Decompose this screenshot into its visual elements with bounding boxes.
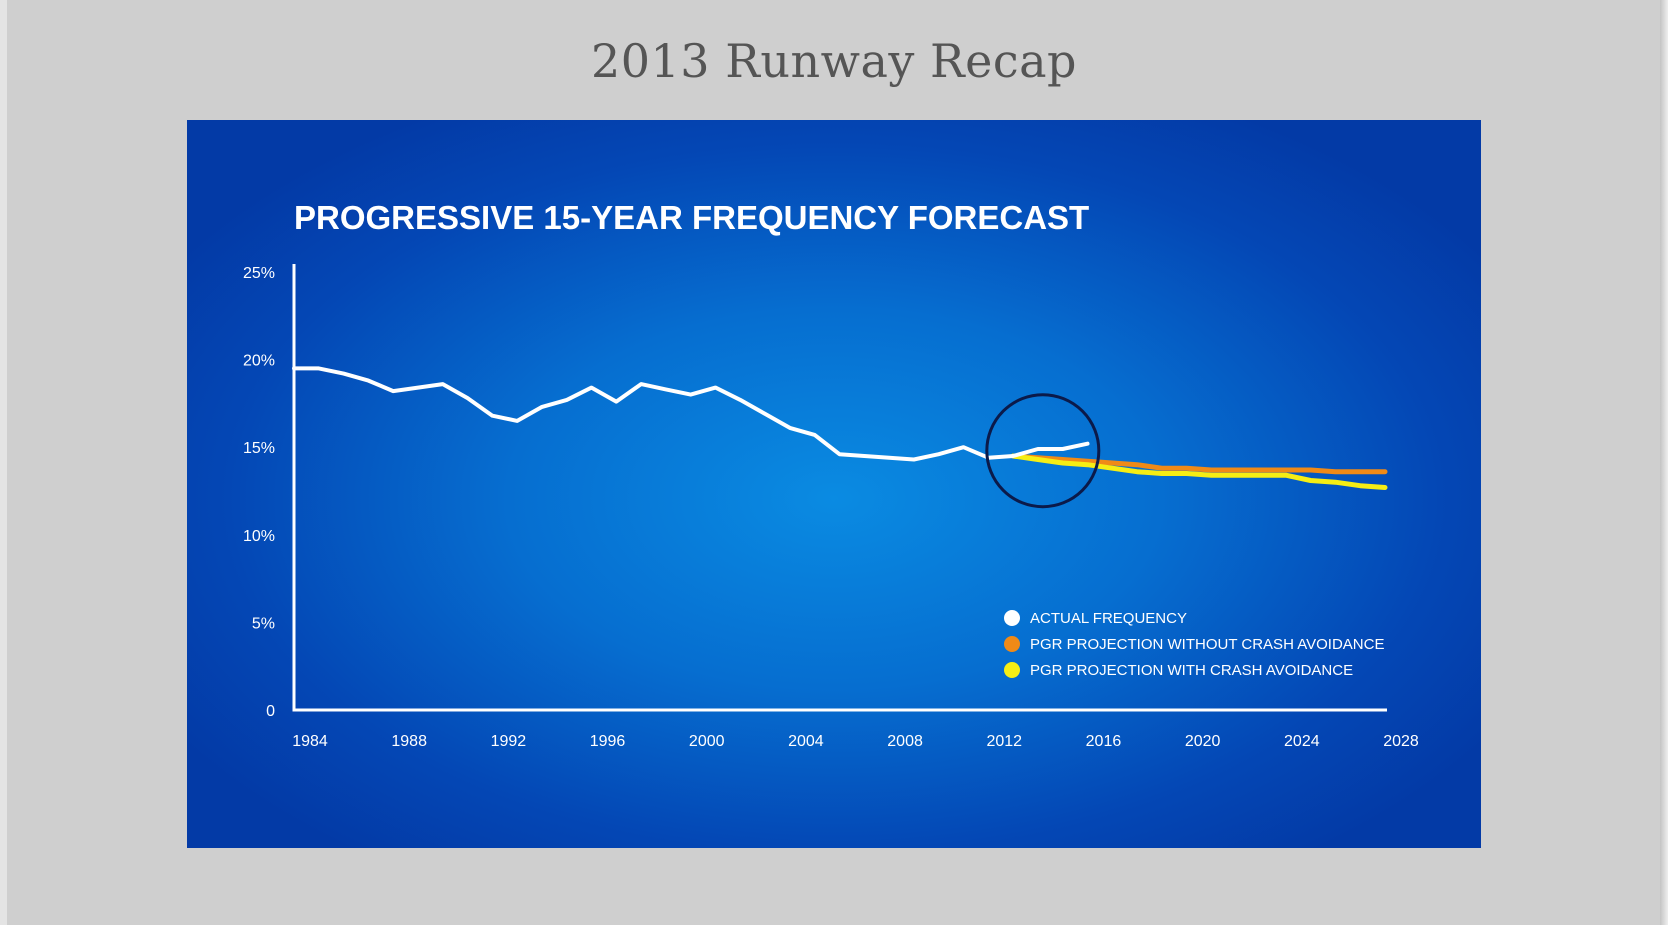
x-tick-label: 1984	[292, 733, 328, 750]
x-tick-label: 2012	[986, 733, 1022, 750]
y-tick-label: 20%	[243, 353, 275, 370]
x-tick-label: 2020	[1185, 733, 1221, 750]
y-tick-label: 5%	[252, 615, 275, 632]
y-tick-label: 25%	[243, 265, 275, 282]
series-layer	[292, 366, 1388, 490]
x-axis-ticks: 1984 1988 1992 1996 2000 2004 2008 2012 2016 2020…	[292, 733, 1419, 750]
series-line-1	[1010, 453, 1388, 475]
x-tick-label: 2008	[887, 733, 923, 750]
slide-title: 2013 Runway Recap	[591, 34, 1077, 88]
legend-marker	[1004, 610, 1020, 626]
x-tick-label: 2024	[1284, 733, 1320, 750]
chart-panel: PROGRESSIVE 15-YEAR FREQUENCY FORECAST 0…	[187, 120, 1481, 848]
chart-legend: ACTUAL FREQUENCY PGR PROJECTION WITHOUT C…	[1004, 610, 1384, 679]
chart-axes	[292, 264, 1387, 712]
legend-marker	[1004, 662, 1020, 678]
annotation-layer	[985, 393, 1101, 509]
legend-label: ACTUAL FREQUENCY	[1030, 610, 1187, 627]
legend-label: PGR PROJECTION WITHOUT CRASH AVOIDANCE	[1030, 636, 1384, 653]
chart-title: PROGRESSIVE 15-YEAR FREQUENCY FORECAST	[294, 199, 1089, 236]
y-tick-label: 0	[266, 703, 275, 720]
series-line-2	[1010, 453, 1388, 490]
highlight-circle	[985, 393, 1101, 509]
x-tick-label: 1992	[491, 733, 527, 750]
x-tick-label: 1996	[590, 733, 626, 750]
frequency-forecast-chart: PROGRESSIVE 15-YEAR FREQUENCY FORECAST 0…	[243, 199, 1419, 750]
x-tick-label: 1988	[391, 733, 427, 750]
y-axis-ticks: 0 5% 10% 15% 20% 25%	[243, 265, 275, 720]
window-left-edge	[0, 0, 7, 925]
x-tick-label: 2004	[788, 733, 824, 750]
x-tick-label: 2000	[689, 733, 725, 750]
legend-marker	[1004, 636, 1020, 652]
x-tick-label: 2028	[1383, 733, 1419, 750]
x-tick-label: 2016	[1086, 733, 1122, 750]
series-line-0	[292, 366, 1090, 462]
y-tick-label: 10%	[243, 528, 275, 545]
y-tick-label: 15%	[243, 440, 275, 457]
window-right-edge	[1660, 0, 1668, 925]
legend-label: PGR PROJECTION WITH CRASH AVOIDANCE	[1030, 662, 1353, 679]
